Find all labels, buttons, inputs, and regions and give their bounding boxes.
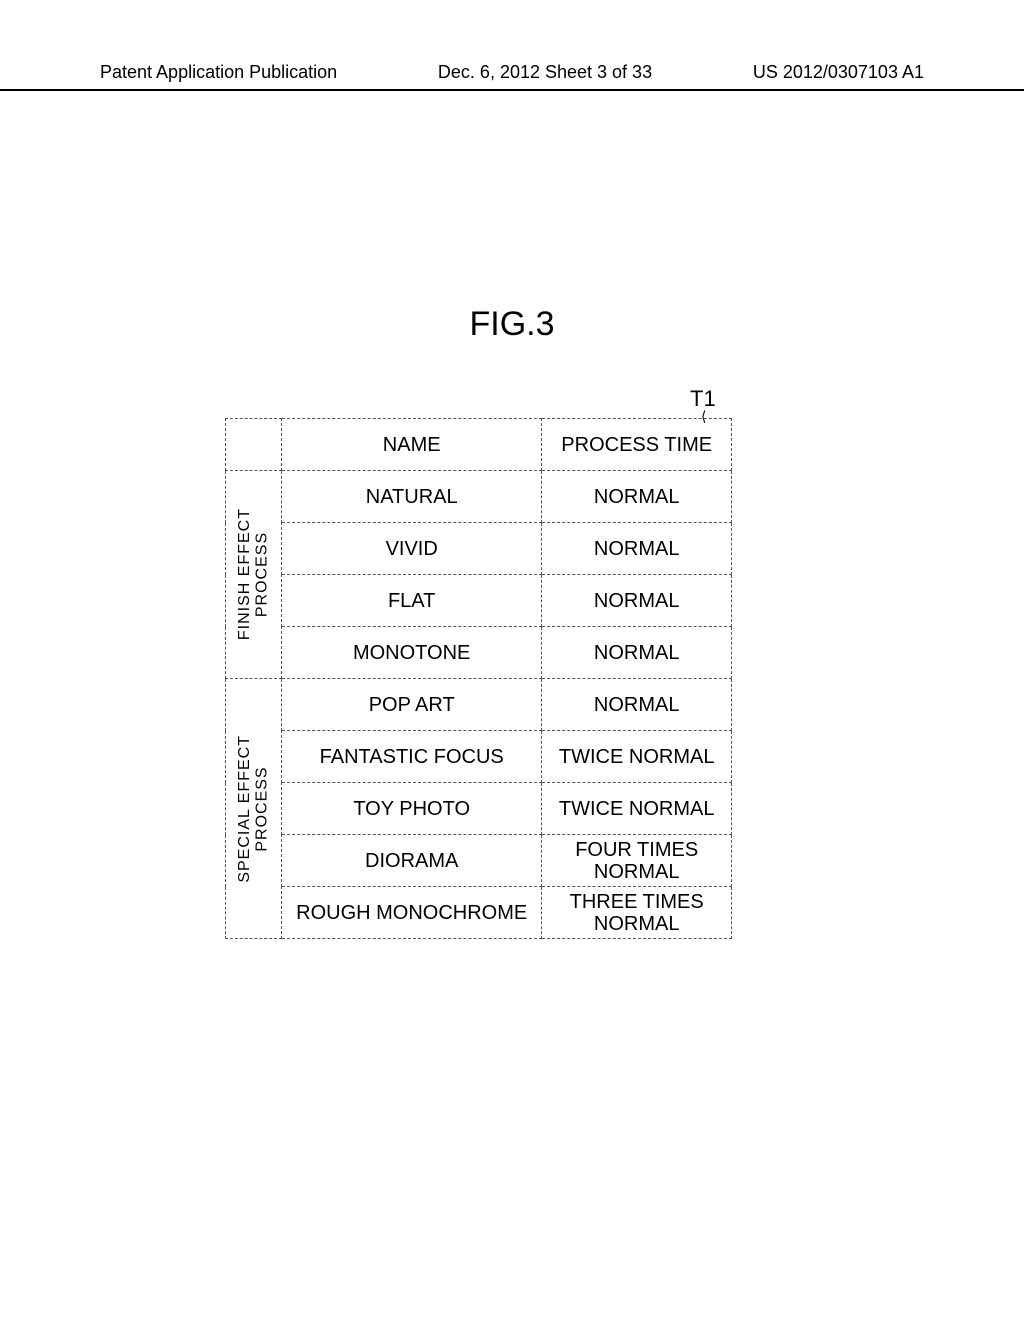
table-row: FINISH EFFECT PROCESS NATURAL NORMAL	[226, 471, 732, 523]
header-center: Dec. 6, 2012 Sheet 3 of 33	[438, 62, 652, 83]
cell-name: DIORAMA	[282, 835, 542, 887]
cell-time: FOUR TIMES NORMAL	[542, 835, 732, 887]
cell-name: NATURAL	[282, 471, 542, 523]
cell-name: TOY PHOTO	[282, 783, 542, 835]
cell-name: FANTASTIC FOCUS	[282, 731, 542, 783]
group-label-special-effect: SPECIAL EFFECT PROCESS	[226, 679, 282, 939]
cell-time: TWICE NORMAL	[542, 783, 732, 835]
cell-name: ROUGH MONOCHROME	[282, 887, 542, 939]
table-row: FLAT NORMAL	[226, 575, 732, 627]
table-row: DIORAMA FOUR TIMES NORMAL	[226, 835, 732, 887]
cell-time: THREE TIMES NORMAL	[542, 887, 732, 939]
table-header-row: NAME PROCESS TIME	[226, 419, 732, 471]
cell-name: POP ART	[282, 679, 542, 731]
cell-time: NORMAL	[542, 471, 732, 523]
table-row: TOY PHOTO TWICE NORMAL	[226, 783, 732, 835]
group-label-finish-effect: FINISH EFFECT PROCESS	[226, 471, 282, 679]
table-row: VIVID NORMAL	[226, 523, 732, 575]
cell-name: FLAT	[282, 575, 542, 627]
cell-name: MONOTONE	[282, 627, 542, 679]
table-row: MONOTONE NORMAL	[226, 627, 732, 679]
cell-time: NORMAL	[542, 575, 732, 627]
group-label-text: SPECIAL EFFECT PROCESS	[236, 735, 271, 883]
cell-time: NORMAL	[542, 627, 732, 679]
effect-process-table: NAME PROCESS TIME FINISH EFFECT PROCESS …	[225, 418, 732, 939]
group-label-text: FINISH EFFECT PROCESS	[236, 508, 271, 640]
cell-name: VIVID	[282, 523, 542, 575]
table-row: SPECIAL EFFECT PROCESS POP ART NORMAL	[226, 679, 732, 731]
header-left: Patent Application Publication	[100, 62, 337, 83]
header-blank-cell	[226, 419, 282, 471]
cell-time: NORMAL	[542, 523, 732, 575]
table-row: ROUGH MONOCHROME THREE TIMES NORMAL	[226, 887, 732, 939]
cell-time: TWICE NORMAL	[542, 731, 732, 783]
header-process-time: PROCESS TIME	[542, 419, 732, 471]
page-header: Patent Application Publication Dec. 6, 2…	[0, 62, 1024, 91]
header-right: US 2012/0307103 A1	[753, 62, 924, 83]
header-name: NAME	[282, 419, 542, 471]
table-row: FANTASTIC FOCUS TWICE NORMAL	[226, 731, 732, 783]
figure-title: FIG.3	[0, 305, 1024, 344]
cell-time: NORMAL	[542, 679, 732, 731]
